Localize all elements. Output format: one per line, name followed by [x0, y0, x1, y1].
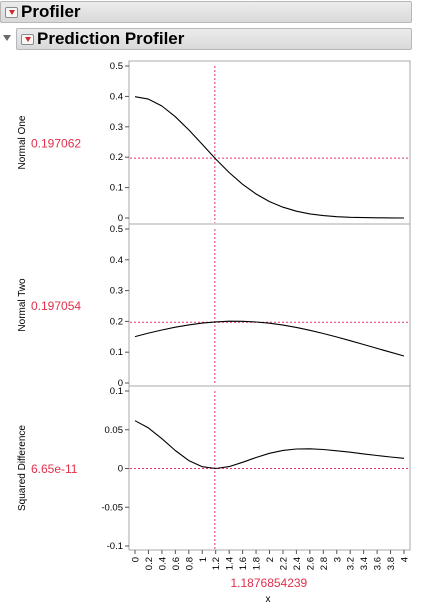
response-current-value: 6.65e-11	[31, 462, 78, 476]
y-tick-label: 0.4	[110, 255, 123, 266]
x-tick-label: 1.2	[211, 557, 222, 570]
response-name-label: Squared Difference	[17, 425, 28, 511]
factor-current-value[interactable]: 1.1876854239	[230, 576, 307, 590]
response-curve[interactable]	[134, 96, 405, 219]
x-tick-label: 2	[265, 557, 276, 562]
panel-frame	[128, 223, 411, 387]
y-tick-label: 0.1	[110, 386, 123, 397]
y-tick-label: -0.1	[107, 541, 123, 552]
y-tick-label: 0.4	[110, 91, 123, 102]
x-tick-label: 3	[332, 557, 343, 562]
response-current-value: 0.197054	[31, 299, 81, 313]
panel-frame	[128, 60, 411, 225]
profiler-title: Profiler	[21, 2, 81, 21]
factor-name-label: x	[266, 594, 271, 605]
x-tick-label: 3.2	[346, 557, 357, 570]
x-tick-label: 0.2	[144, 557, 155, 570]
x-tick-label: 3.6	[373, 557, 384, 570]
y-tick-label: 0.1	[110, 183, 123, 194]
x-tick-label: 3.4	[359, 557, 370, 570]
x-tick-label: 0	[131, 557, 142, 562]
x-tick-label: 0.8	[184, 557, 195, 570]
prediction-profiler-title: Prediction Profiler	[37, 29, 185, 48]
response-curve[interactable]	[134, 420, 405, 470]
x-tick-label: 1	[198, 557, 209, 562]
y-tick-label: 0.5	[110, 224, 123, 235]
response-curve[interactable]	[134, 320, 405, 357]
response-current-value: 0.197062	[31, 137, 81, 151]
response-name-label: Normal Two	[17, 278, 28, 332]
y-tick-label: -0.05	[101, 502, 123, 513]
red-triangle-icon	[8, 9, 15, 15]
x-tick-label: 1.4	[225, 557, 236, 570]
x-tick-label: 2.4	[292, 557, 303, 570]
y-tick-label: 0.3	[110, 122, 123, 133]
prediction-profiler-outline-header[interactable]: Prediction Profiler	[16, 28, 412, 50]
x-tick-label: 2.8	[319, 557, 330, 570]
y-tick-label: 0.5	[110, 61, 123, 72]
y-tick-label: 0.05	[105, 425, 124, 436]
y-tick-label: 0.3	[110, 286, 123, 297]
y-tick-label: 0.2	[110, 316, 123, 327]
x-tick-label: 3.8	[386, 557, 397, 570]
prediction-profiler-red-triangle-menu[interactable]	[21, 33, 34, 45]
y-tick-label: 0	[118, 464, 123, 475]
x-tick-label: 2.6	[305, 557, 316, 570]
y-tick-label: 0.1	[110, 347, 123, 358]
profiler-red-triangle-menu[interactable]	[5, 6, 18, 18]
y-tick-label: 0	[118, 378, 123, 389]
red-triangle-icon	[24, 36, 31, 42]
x-tick-label: 4	[400, 557, 411, 562]
x-tick-label: 0.4	[157, 557, 168, 570]
y-tick-label: 0	[118, 213, 123, 224]
profiler-outline-header[interactable]: Profiler	[0, 1, 412, 23]
x-tick-label: 1.6	[238, 557, 249, 570]
x-tick-label: 2.2	[278, 557, 289, 570]
y-tick-label: 0.2	[110, 152, 123, 163]
x-tick-label: 1.8	[252, 557, 263, 570]
x-tick-label: 0.6	[171, 557, 182, 570]
response-name-label: Normal One	[17, 115, 28, 169]
disclosure-triangle-icon[interactable]	[3, 35, 11, 41]
